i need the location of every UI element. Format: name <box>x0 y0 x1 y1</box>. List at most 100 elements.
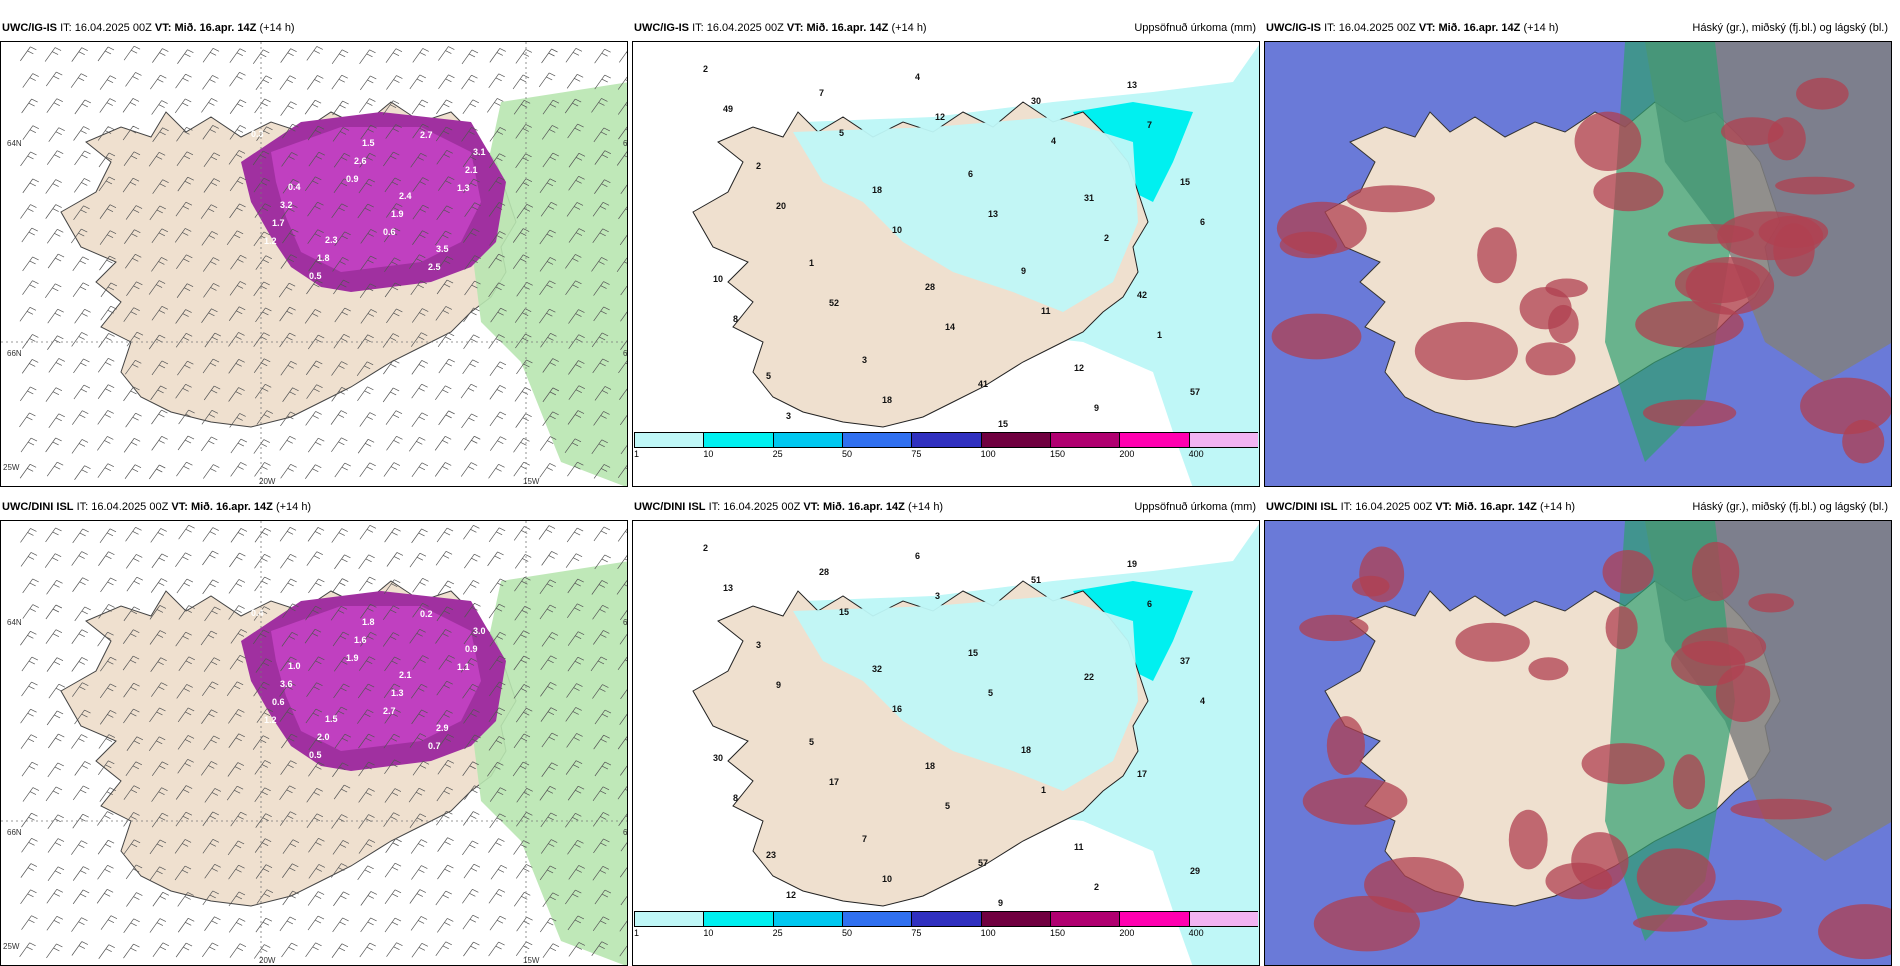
cloud-patch <box>1593 171 1664 212</box>
wind-barb <box>123 45 141 61</box>
wind-barb <box>72 256 89 271</box>
wind-barb <box>489 48 506 63</box>
wind-barb <box>541 125 559 140</box>
wind-barb <box>226 681 244 697</box>
wind-barb <box>565 553 583 568</box>
wind-barb <box>253 681 270 697</box>
wind-barb <box>331 863 348 878</box>
colorbar-tick: 75 <box>911 928 922 938</box>
wind-barb <box>594 48 611 64</box>
colorbar-tick: 150 <box>1050 928 1066 938</box>
colorbar-swatch <box>911 432 981 448</box>
wind-barb <box>177 176 194 192</box>
wind-barb <box>620 765 627 776</box>
colorbar-swatch <box>842 911 912 927</box>
wind-barb <box>226 785 244 801</box>
colorbar-tick: 100 <box>980 449 996 459</box>
wind-barb <box>150 578 168 593</box>
wind-barb <box>149 605 167 620</box>
wind-barb <box>48 127 65 142</box>
wind-barb <box>73 358 90 374</box>
wind-barb <box>513 630 530 645</box>
wind-barb <box>22 604 39 619</box>
rate-value: 0.6 <box>383 227 396 237</box>
rate-light <box>471 82 627 486</box>
wind-barb <box>254 576 271 592</box>
wind-barb <box>593 127 611 143</box>
cloud-patch <box>1715 665 1771 723</box>
wind-barb <box>202 125 219 140</box>
wind-barb <box>229 281 247 296</box>
wind-barb <box>72 282 90 298</box>
wind-barb <box>229 48 246 63</box>
wind-barb <box>123 307 140 322</box>
wind-barb <box>98 760 115 775</box>
valid-time: Mið. 16.apr. 14Z <box>174 22 257 34</box>
wind-barb <box>332 840 350 855</box>
accum-value: 18 <box>925 761 935 771</box>
wind-barb <box>434 462 452 477</box>
wind-barb <box>541 551 558 566</box>
wind-barb <box>541 48 558 64</box>
wind-barb <box>384 527 401 543</box>
wind-barb <box>412 230 429 245</box>
wind-barb <box>565 707 582 722</box>
wind-barb <box>592 228 609 244</box>
rate-value: 0.3 <box>251 129 264 139</box>
wind-barb <box>150 385 167 401</box>
wind-barb <box>594 554 611 570</box>
wind-barb <box>409 733 427 748</box>
wind-barb <box>71 629 88 644</box>
wind-barb <box>384 656 401 672</box>
wind-barb <box>488 334 505 349</box>
wind-barb <box>280 254 297 269</box>
rate-value: 0.5 <box>309 271 322 281</box>
wind-barb <box>383 683 401 699</box>
wind-barb <box>513 840 530 855</box>
lead-time: (+14 h) <box>1539 501 1576 513</box>
wind-barb <box>334 554 351 570</box>
wind-barb <box>229 203 246 219</box>
wind-barb <box>150 74 167 90</box>
wind-barb <box>464 202 481 217</box>
wind-barb <box>382 605 400 621</box>
wind-barb <box>125 554 143 569</box>
rate-value: 0.4 <box>251 608 264 618</box>
wind-barb <box>227 840 245 856</box>
accum-value: 6 <box>1147 599 1152 609</box>
rate-value: 2.9 <box>436 723 449 733</box>
wind-barb <box>279 306 296 322</box>
wind-barb <box>592 605 609 620</box>
wind-barb <box>331 387 348 402</box>
wind-barb <box>45 71 63 87</box>
wind-barb <box>204 332 221 348</box>
wind-barb <box>513 438 530 453</box>
wind-barb <box>305 411 322 426</box>
wind-barb <box>151 787 168 802</box>
wind-barb <box>593 630 610 645</box>
wind-barb <box>438 655 455 670</box>
colorbar-swatch <box>1119 432 1189 448</box>
vt-label: VT: <box>171 501 188 513</box>
wind-barb <box>149 839 167 855</box>
cloud-patch <box>1691 899 1782 921</box>
wind-barb <box>618 813 627 826</box>
wind-barb <box>46 580 63 595</box>
accum-value: 1 <box>809 258 814 268</box>
wind-barb <box>281 152 298 167</box>
vt-label: VT: <box>1418 22 1436 34</box>
wind-barb <box>97 811 114 826</box>
wind-barb <box>98 176 116 192</box>
wind-barb <box>177 49 194 64</box>
wind-barb <box>176 127 193 142</box>
wind-barb <box>20 437 38 453</box>
wind-barb <box>204 864 221 879</box>
wind-barb <box>230 528 248 543</box>
wind-barb <box>489 411 507 427</box>
wind-barb <box>410 683 428 699</box>
valid-time: Mið. 16.apr. 14Z <box>806 22 889 34</box>
wind-barb <box>72 577 89 592</box>
rate-value: 1.3 <box>391 688 404 698</box>
colorbar-tick: 400 <box>1188 449 1204 459</box>
colorbar-swatch <box>772 911 842 927</box>
